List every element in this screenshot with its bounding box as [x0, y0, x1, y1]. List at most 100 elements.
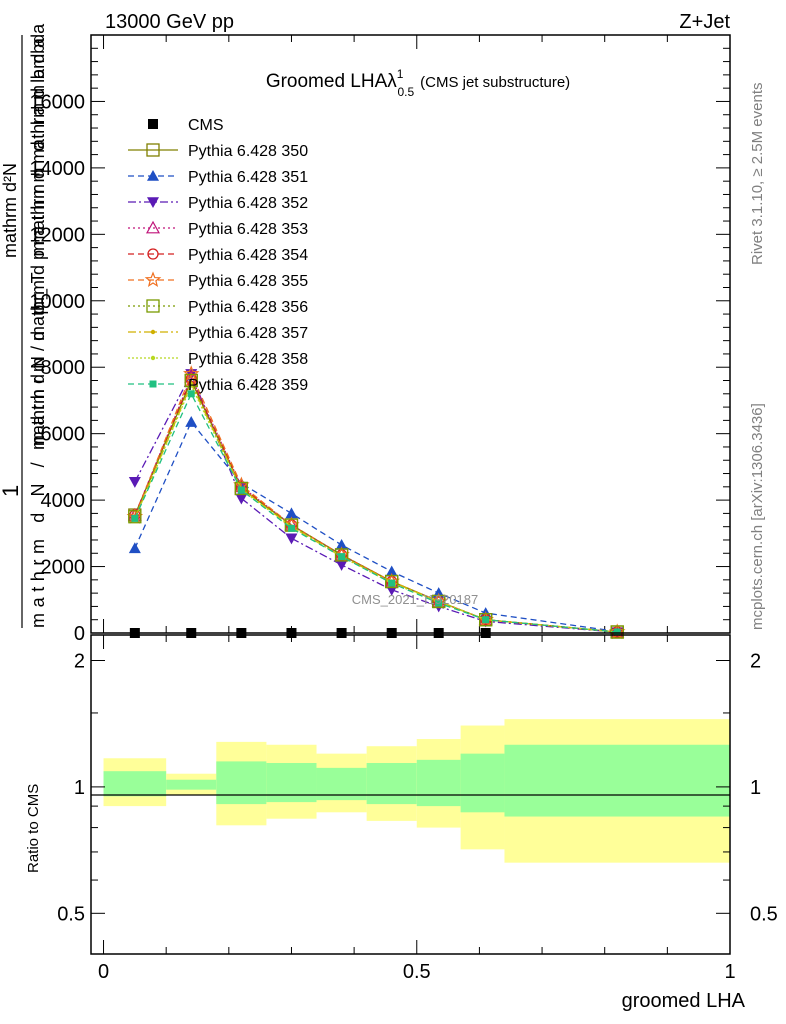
legend-label: Pythia 6.428 358 — [188, 351, 308, 368]
legend-label: Pythia 6.428 352 — [188, 195, 308, 212]
ratio-band-inner — [216, 761, 267, 805]
legend-entry: Pythia 6.428 358 — [128, 351, 308, 368]
series-2-point — [128, 542, 141, 554]
ratio-ytick-label-right: 0.5 — [750, 903, 778, 925]
series-7-point — [334, 548, 349, 562]
legend-entry: Pythia 6.428 354 — [128, 247, 308, 264]
legend-marker — [146, 143, 160, 157]
ratio-ylabel: Ratio to CMS — [25, 784, 42, 873]
ylabel-line-2: 1 — [0, 485, 23, 497]
mcplots-label: mcplots.cern.ch [arXiv:1306.3436] — [749, 403, 766, 630]
ratio-band-inner — [366, 763, 417, 805]
legend-marker — [150, 355, 156, 361]
legend: CMS Pythia 6.428 350 Pythia 6.428 351 Pythi… — [128, 117, 308, 394]
legend-marker — [147, 248, 159, 260]
series-7-point — [234, 481, 249, 496]
legend-entry: Pythia 6.428 359 — [128, 377, 308, 394]
chart-title-sub: 0.5 — [397, 85, 414, 99]
legend-entry: Pythia 6.428 352 — [128, 195, 308, 212]
beam-label: 13000 GeV pp — [105, 11, 234, 33]
legend-marker — [150, 329, 156, 335]
series-7-point — [128, 510, 142, 524]
legend-label: Pythia 6.428 351 — [188, 169, 308, 186]
series-10-point — [388, 579, 396, 587]
main-ytick-label: 12000 — [29, 224, 85, 246]
legend-label: Pythia 6.428 354 — [188, 247, 308, 264]
series-10-point — [287, 524, 295, 532]
ratio-xtick-label: 0 — [98, 961, 109, 983]
legend-label: Pythia 6.428 353 — [188, 221, 308, 238]
main-ytick-label: 14000 — [29, 158, 85, 180]
series-10-point — [435, 599, 443, 607]
ratio-band-inner — [266, 763, 317, 803]
legend-entry: CMS — [148, 117, 224, 134]
series-7-point — [385, 574, 399, 589]
legend-marker — [147, 170, 159, 181]
main-plot-panel: 0 2000 4000 6000 8000 10000 12000 14000 16000 CM… — [0, 23, 731, 645]
main-ytick-label: 16000 — [29, 91, 85, 113]
main-ytick-label: 4000 — [41, 490, 86, 512]
legend-entry: Pythia 6.428 353 — [128, 220, 308, 238]
legend-label: CMS — [188, 117, 224, 134]
ratio-band-inner — [416, 759, 461, 807]
chart-title-lambda: λ — [387, 71, 397, 92]
ratio-ytick-label-right: 2 — [750, 650, 761, 672]
legend-entry: Pythia 6.428 355 — [128, 271, 308, 290]
ratio-axis-ticks: 0.5 0.5 1 1 2 2 0 0.5 1 — [57, 635, 778, 983]
series-3-point — [285, 533, 298, 545]
series-7-point — [432, 594, 446, 609]
legend-label: Pythia 6.428 350 — [188, 143, 308, 160]
series-10 — [131, 390, 621, 636]
legend-entry: Pythia 6.428 357 — [128, 325, 308, 342]
main-ytick-label: 2000 — [41, 557, 86, 579]
ratio-ytick-label: 0.5 — [57, 903, 85, 925]
ratio-xtick-label: 1 — [724, 961, 735, 983]
main-ytick-label: 10000 — [29, 291, 85, 313]
main-series-group — [126, 365, 626, 640]
legend-entry: Pythia 6.428 356 — [128, 299, 308, 316]
ratio-band-inner — [504, 744, 730, 817]
series-2-point — [385, 565, 398, 577]
ylabel-line-4: mathrm d N / mathrm d p_T mathrm d lambd… — [28, 37, 49, 628]
series-line-6 — [134, 372, 618, 633]
ratio-bands — [103, 719, 730, 863]
series-10-point — [237, 486, 245, 494]
ratio-band-inner — [166, 779, 217, 790]
rivet-label: Rivet 3.1.10, ≥ 2.5M events — [749, 83, 766, 266]
main-axis-ticks: 0 2000 4000 6000 8000 10000 12000 14000 16000 — [29, 35, 731, 645]
legend-marker — [149, 380, 157, 388]
chart-subtitle: (CMS jet substructure) — [420, 74, 570, 91]
legend-entry: Pythia 6.428 350 — [128, 143, 308, 160]
chart-title-sup: 1 — [397, 67, 404, 81]
legend-marker — [148, 119, 158, 129]
ratio-frame — [90, 634, 731, 955]
series-10-point — [482, 616, 490, 624]
series-3-point — [335, 560, 348, 571]
series-3-point — [128, 477, 141, 488]
legend-marker — [145, 220, 161, 234]
series-2-point — [185, 416, 198, 427]
legend-marker — [144, 271, 162, 288]
main-frame — [90, 34, 731, 634]
series-10-point — [187, 390, 195, 398]
series-3-point — [235, 493, 248, 505]
main-ytick-label: 6000 — [41, 424, 86, 446]
ratio-xlabel: groomed LHA — [622, 990, 746, 1012]
process-label: Z+Jet — [679, 11, 730, 33]
legend-label: Pythia 6.428 356 — [188, 299, 308, 316]
legend-label: Pythia 6.428 355 — [188, 273, 308, 290]
watermark: CMS_2021_I1920187 — [352, 592, 479, 607]
series-10-point — [338, 553, 346, 561]
legend-entry: Pythia 6.428 351 — [128, 169, 308, 186]
series-2-point — [335, 538, 348, 550]
legend-marker — [147, 197, 159, 208]
series-6-point — [183, 365, 200, 381]
series-10-point — [131, 514, 139, 522]
legend-marker — [146, 299, 160, 313]
ratio-ytick-label-right: 1 — [750, 777, 761, 799]
legend-label: Pythia 6.428 359 — [188, 377, 308, 394]
ratio-ytick-label: 2 — [74, 650, 85, 672]
ratio-plot-panel: 0.5 0.5 1 1 2 2 0 0.5 1 Ratio to CMS groomed LHA — [25, 634, 778, 1012]
ratio-band-inner — [103, 771, 167, 797]
